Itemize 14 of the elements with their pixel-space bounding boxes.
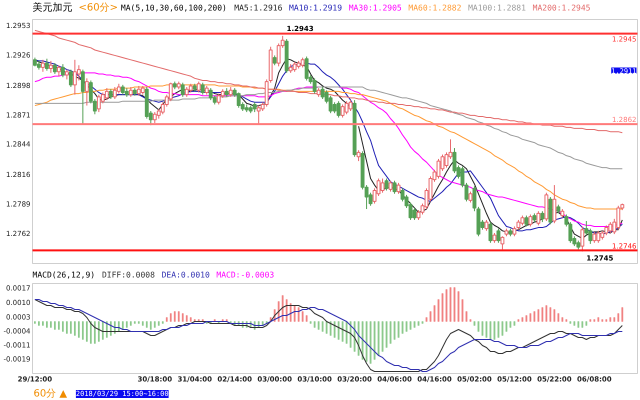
text: MA10:1.2919 — [289, 4, 342, 12]
text: MA100:1.2881 — [468, 4, 526, 12]
text: MACD:-0.0003 — [216, 270, 274, 280]
legend-title: MACD(26,12,9) — [32, 270, 96, 280]
text: MA5:1.2916 — [234, 4, 283, 12]
text: MA60:1.2882 — [408, 4, 462, 12]
x-axis-title: 60分 ▲ — [34, 388, 68, 400]
chart-title: 美元加元 — [32, 2, 72, 14]
legend-title: MA(5,10,30,60,100,200) — [120, 4, 227, 12]
text: DIFF:0.0008 — [102, 270, 156, 280]
text: MA200:1.2945 — [532, 4, 591, 12]
chart-subtitle: <60分> — [78, 2, 118, 14]
text: MA30:1.2905 — [348, 4, 402, 12]
text: DEA:0.0010 — [162, 270, 210, 280]
